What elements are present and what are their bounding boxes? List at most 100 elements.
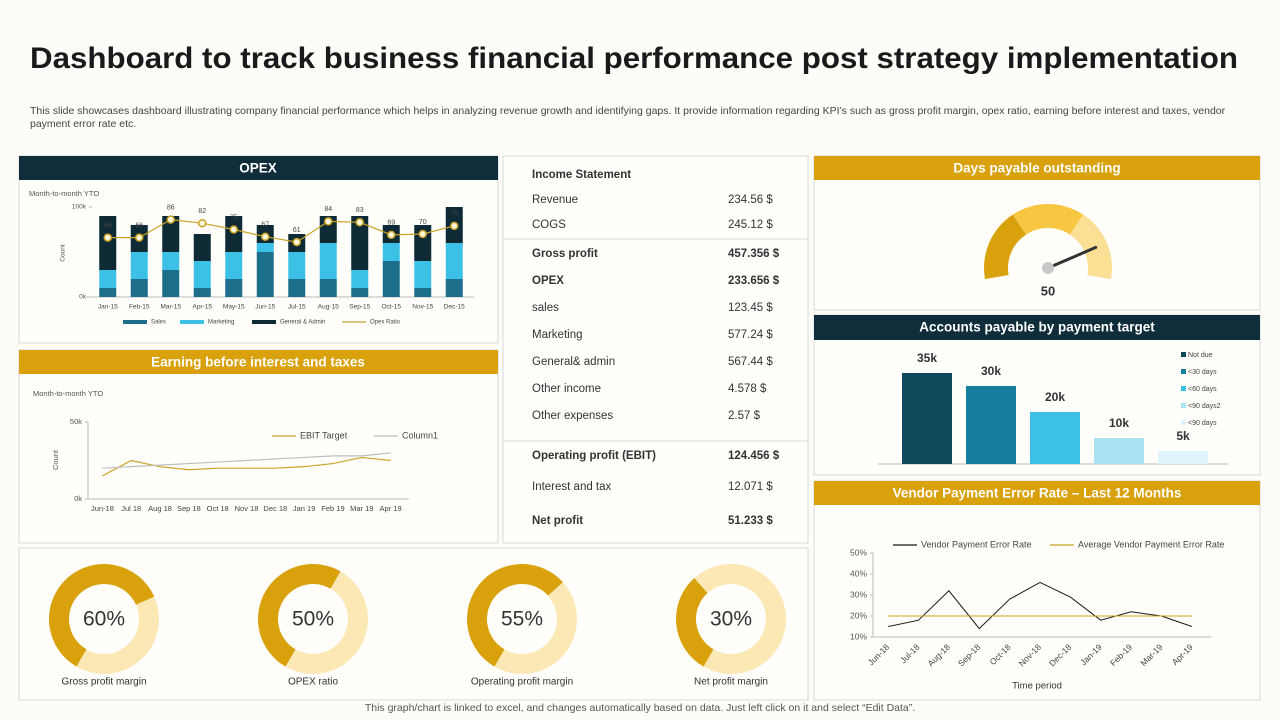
donut-label: 55% [501,608,543,631]
data-label: 75 [230,214,238,221]
income-statement-panel [502,155,809,544]
row-value: 567.44 $ [728,356,773,368]
donut-value [49,564,155,667]
bar-segment [319,279,337,297]
row-label: Interest and tax [532,481,612,493]
description: This slide showcases dashboard illustrat… [30,105,1226,130]
bar [1094,438,1144,464]
bar [902,373,952,464]
legend-label: EBIT Target [300,430,348,440]
bar-segment [382,261,400,297]
x-axis-label: Time period [1012,681,1062,692]
donut-value [257,563,341,667]
bar-segment [351,216,369,270]
legend-label: Marketing [208,320,234,326]
x-tick-label: Feb 19 [321,504,344,513]
row-label: Other income [532,383,601,395]
line-marker [418,229,427,239]
row-value: 233.656 $ [728,275,780,287]
gauge-value: 50 [1041,283,1055,298]
y-tick-label: 20% [850,610,867,620]
bar-segment [225,216,243,252]
bar-segment [99,288,117,297]
panel-title: Vendor Payment Error Rate – Last 12 Mont… [893,486,1182,501]
donut-label: 30% [710,608,752,631]
row-label: Operating profit (EBIT) [532,450,656,462]
legend-label: <30 days [1188,369,1217,376]
bar-segment [319,216,337,243]
page-title: Dashboard to track business financial pe… [30,42,1238,75]
legend-label: Average Vendor Payment Error Rate [1078,539,1224,549]
line-marker [198,218,207,228]
y-tick-label: 10% [850,631,867,641]
line-marker [292,237,301,247]
donut-title: Gross profit margin [61,677,146,688]
legend-swatch [180,320,204,324]
x-tick-label: Jan-15 [98,304,118,311]
bar-segment [225,252,243,279]
panel-header [19,156,498,180]
data-label: 86 [167,204,175,211]
donut-rest [76,596,159,674]
donut-title: Net profit margin [694,677,768,688]
bar-segment [193,261,211,288]
legend-swatch [1181,352,1186,357]
bar [966,386,1016,464]
bar [1158,451,1208,464]
line-series [102,456,391,477]
data-label: 70 [419,219,427,226]
row-value: 124.456 $ [728,450,780,462]
legend-label: Opex Ratio [370,320,401,326]
bar-segment [319,243,337,279]
row-value: 12.071 $ [728,481,773,493]
donut-value [467,564,563,667]
data-label: 61 [293,227,301,234]
x-tick-label: Feb-15 [129,304,150,311]
x-tick-label: Jun-15 [255,304,275,311]
row-label: Marketing [532,329,583,341]
bar-segment [351,270,369,288]
row-label: COGS [532,219,566,231]
line-marker [166,215,175,224]
bar-segment [162,252,180,270]
donut-value [676,578,714,667]
line-marker [387,230,396,240]
line-series [102,452,391,469]
gauge-hub [1042,262,1054,274]
x-tick-label: Mar-15 [160,304,181,311]
donut-rest [494,582,577,674]
row-label: Gross profit [532,248,598,260]
data-label: 82 [198,208,206,215]
data-label: 79 [450,211,458,218]
data-label: 66 [135,222,143,229]
x-tick-label: Sep 18 [177,504,201,513]
bar-segment [288,252,306,279]
data-label: 35k [917,351,937,365]
bar-segment [351,288,369,297]
y-tick-label: 0k [74,494,82,503]
y-tick-label: 100k [72,204,87,211]
row-value: 457.356 $ [728,248,780,260]
row-label: Net profit [532,515,583,527]
legend-swatch [1181,386,1186,391]
row-label: Revenue [532,194,578,206]
gauge-band [1012,204,1084,235]
dpo-panel [813,155,1261,311]
row-value: 2.57 $ [728,410,761,422]
x-tick-label: Dec-15 [444,304,465,311]
x-tick-label: Apr-15 [192,304,212,311]
line-series [107,218,455,243]
bar-segment [99,216,117,270]
bar-segment [162,270,180,297]
chart-subtitle: Month-to-month YTO [29,189,99,198]
bar-segment [288,279,306,297]
panel-header [814,315,1260,340]
donut-title: OPEX ratio [288,677,338,688]
bar-segment [225,279,243,297]
donut-label: 60% [83,608,125,631]
y-tick-label: 40% [850,568,867,578]
vendor-panel [813,480,1261,701]
data-label: 67 [261,222,269,229]
